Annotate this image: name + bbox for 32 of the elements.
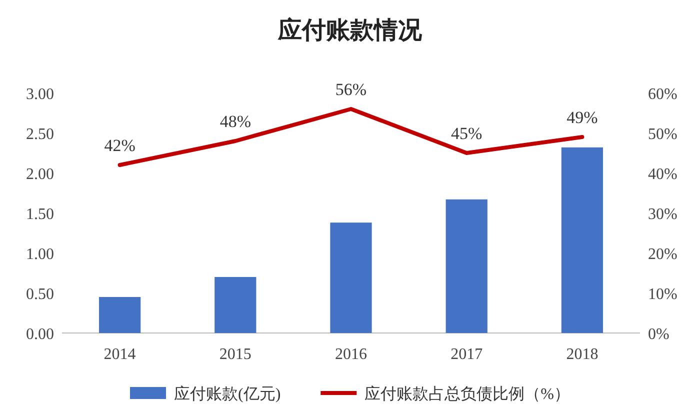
legend-label: 应付账款(亿元) [174, 385, 281, 403]
y2-tick-label: 60% [648, 86, 678, 103]
y-tick-label: 0.00 [26, 326, 54, 343]
bar [446, 199, 488, 333]
y-tick-label: 1.00 [26, 246, 54, 263]
chart-title: 应付账款情况 [277, 17, 423, 44]
x-tick-label: 2018 [566, 346, 598, 363]
x-tick-label: 2014 [104, 346, 136, 363]
y-tick-label: 3.00 [26, 86, 54, 103]
y-tick-label: 1.50 [26, 206, 54, 223]
bar [214, 277, 256, 333]
data-label: 49% [566, 108, 598, 127]
y2-tick-label: 0% [648, 326, 670, 343]
bar [330, 222, 372, 333]
y2-tick-label: 10% [648, 286, 678, 303]
y2-tick-label: 50% [648, 126, 678, 143]
y-tick-label: 2.50 [26, 126, 54, 143]
data-label: 56% [335, 80, 367, 99]
x-tick-label: 2015 [219, 346, 252, 363]
y2-tick-label: 40% [648, 166, 678, 183]
x-tick-label: 2016 [335, 346, 367, 363]
y-tick-label: 2.00 [26, 166, 54, 183]
legend-label: 应付账款占总负债比例（%） [364, 385, 570, 403]
data-label: 42% [104, 136, 136, 155]
y-tick-label: 0.50 [26, 286, 54, 303]
data-label: 45% [451, 124, 482, 143]
bar [98, 297, 141, 333]
data-label: 48% [220, 112, 251, 131]
y2-tick-label: 30% [648, 206, 678, 223]
y2-tick-label: 20% [648, 246, 678, 263]
x-tick-label: 2017 [450, 346, 483, 363]
bar [561, 147, 604, 333]
